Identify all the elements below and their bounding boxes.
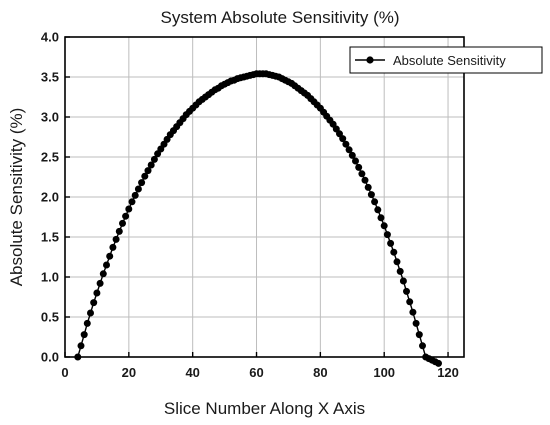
y-tick-label: 2.0 <box>41 190 59 205</box>
data-point <box>112 235 120 243</box>
data-point <box>419 342 426 350</box>
data-point <box>339 135 347 143</box>
data-point <box>367 191 375 199</box>
data-point <box>383 231 391 239</box>
data-point <box>119 219 126 227</box>
data-point <box>377 214 385 222</box>
data-point <box>106 252 114 260</box>
x-tick-label: 40 <box>185 365 199 380</box>
data-point <box>364 183 372 191</box>
x-tick-label: 120 <box>437 365 459 380</box>
y-tick-label: 4.0 <box>41 30 59 45</box>
data-point <box>355 163 363 171</box>
data-point <box>380 222 388 230</box>
data-point <box>396 267 404 275</box>
data-point <box>122 212 130 220</box>
data-point <box>115 227 123 235</box>
data-point <box>358 170 366 178</box>
data-point <box>99 270 107 278</box>
grid <box>64 36 464 358</box>
data-point <box>93 289 101 297</box>
data-point <box>403 287 410 295</box>
data-point <box>109 243 117 251</box>
data-point <box>435 359 442 367</box>
y-tick-label: 1.5 <box>41 230 59 245</box>
y-tick-label: 3.0 <box>41 110 59 125</box>
data-point <box>387 239 395 247</box>
y-tick-label: 1.0 <box>41 270 59 285</box>
data-point <box>345 146 353 154</box>
y-tick-label: 2.5 <box>41 150 59 165</box>
legend-marker-swatch <box>366 56 374 64</box>
data-point <box>399 277 407 285</box>
data-point <box>103 261 110 269</box>
data-point <box>150 155 158 163</box>
data-point <box>128 198 136 206</box>
data-point <box>147 161 155 169</box>
data-point <box>131 191 139 199</box>
data-point <box>80 331 88 339</box>
data-point <box>87 309 94 317</box>
data-point <box>393 258 401 266</box>
data-point <box>415 331 423 339</box>
y-tick-label: 3.5 <box>41 70 59 85</box>
x-tick-label: 100 <box>373 365 395 380</box>
legend-entry-label: Absolute Sensitivity <box>393 53 506 68</box>
y-axis-label: Absolute Sensitivity (%) <box>7 108 26 287</box>
data-point <box>125 205 133 213</box>
x-tick-label: 0 <box>61 365 68 380</box>
data-point <box>83 319 91 327</box>
x-tick-label: 60 <box>249 365 263 380</box>
data-point <box>77 342 85 350</box>
y-tick-label: 0.5 <box>41 310 59 325</box>
data-point <box>342 140 350 148</box>
data-point <box>138 179 146 187</box>
data-point <box>352 157 359 165</box>
data-point <box>371 198 379 206</box>
data-point <box>134 185 142 193</box>
x-tick-label: 20 <box>122 365 136 380</box>
data-point <box>348 151 356 159</box>
data-point <box>390 248 398 256</box>
chart-title: System Absolute Sensitivity (%) <box>160 8 399 27</box>
y-tick-label: 0.0 <box>41 350 59 365</box>
data-point <box>141 172 149 180</box>
data-point <box>412 319 420 327</box>
data-point <box>361 176 369 184</box>
x-axis-label: Slice Number Along X Axis <box>164 399 365 418</box>
data-series <box>74 70 442 367</box>
data-point <box>96 279 104 287</box>
data-point <box>406 298 414 306</box>
data-point <box>144 167 152 175</box>
data-point <box>409 308 417 316</box>
ticks: 0 20 40 60 80 100 120 0.0 0.5 1.0 1.5 2.0 2.5 3.0 3.5 4… <box>41 30 459 381</box>
x-tick-label: 80 <box>313 365 327 380</box>
data-point <box>90 299 98 307</box>
legend: Absolute Sensitivity <box>349 46 543 74</box>
data-point <box>374 206 382 214</box>
